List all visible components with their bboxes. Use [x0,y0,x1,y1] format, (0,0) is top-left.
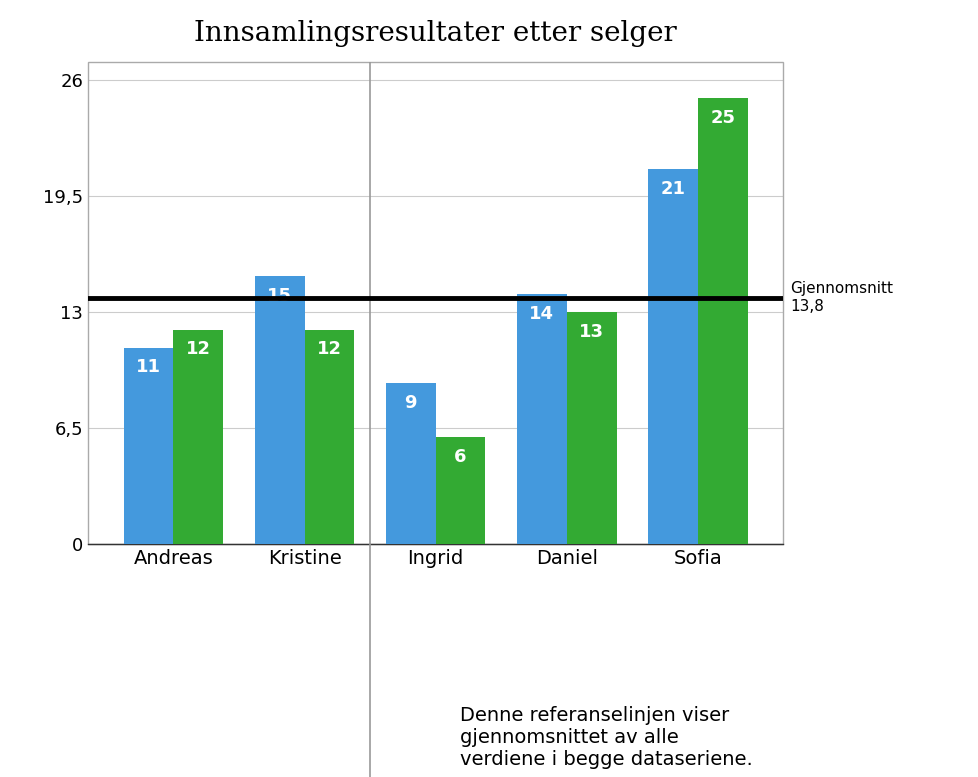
Text: Gjennomsnitt
13,8: Gjennomsnitt 13,8 [789,281,892,314]
Bar [435,437,485,544]
Text: 12: 12 [186,340,210,358]
Text: 6: 6 [454,448,467,465]
Bar [566,312,616,544]
Bar [88,62,782,544]
Text: 25: 25 [710,109,734,127]
Text: 14: 14 [529,305,554,322]
Bar [385,383,435,544]
Bar [173,329,223,544]
Text: 15: 15 [267,287,291,305]
Bar [123,347,173,544]
Text: 13: 13 [579,322,603,340]
Bar [304,329,354,544]
Text: 21: 21 [660,180,685,198]
Text: 12: 12 [317,340,341,358]
Bar [697,98,747,544]
Bar [254,277,304,544]
Title: Innsamlingsresultater etter selger: Innsamlingsresultater etter selger [194,20,677,47]
Text: 9: 9 [404,394,417,412]
Bar [647,169,697,544]
Bar [516,294,566,544]
Text: Denne referanselinjen viser
gjennomsnittet av alle
verdiene i begge dataseriene.: Denne referanselinjen viser gjennomsnitt… [460,706,752,769]
Text: 11: 11 [136,358,160,376]
